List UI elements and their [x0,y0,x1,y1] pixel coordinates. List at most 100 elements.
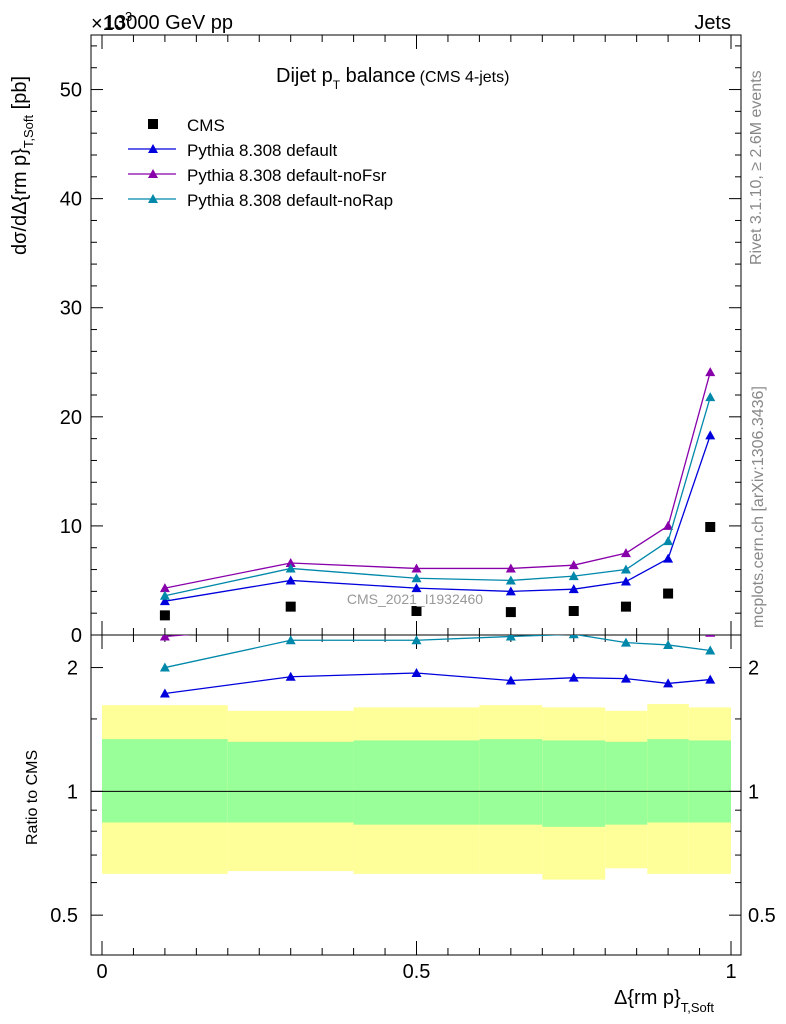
legend: CMS Pythia 8.308 default Pythia 8.308 defa… [128,116,393,210]
ratio-series-line [164,672,711,695]
series-point [505,563,516,573]
ratio-inner-band [227,741,354,823]
x-tick-label: 0.5 [403,961,431,983]
series-point [663,616,673,625]
series-line [164,371,711,589]
y-tick-label: 40 [60,189,82,211]
series-point [505,675,516,685]
ratio-y-axis-title: Ratio to CMS [24,750,41,845]
x-axis-title: Δ{rm p}T,Soft [614,987,714,1015]
series-point [705,430,716,440]
ratio-series [159,596,716,698]
series-point [159,590,170,600]
ratio-y-tick-label-right: 2 [748,658,759,680]
data-point [705,522,716,532]
series-point [663,520,674,530]
series-point [159,662,170,672]
ratio-y-tick-label: 1 [67,781,78,803]
series-point [159,635,170,641]
legend-label: Pythia 8.308 default [187,141,338,160]
x-axis: 0 0.5 1 [96,35,737,983]
ratio-inner-band [479,739,543,825]
series-point [568,584,579,594]
series-point [285,575,296,585]
series-point [705,392,716,402]
ratio-inner-band [647,739,689,823]
series-point [620,673,631,683]
series-point [285,635,296,645]
series-point [620,548,631,558]
energy-label: 13000 GeV pp [104,12,233,34]
series-point [285,671,296,681]
series-point [568,560,579,570]
series-point [505,575,516,585]
series-point [705,645,716,655]
data-point [285,601,296,612]
ratio-y-axis: 0.5 0.5 1 1 2 2 [50,658,776,928]
ratio-y-tick-label: 2 [67,658,78,680]
ratio-y-tick-label-right: 0.5 [748,905,776,927]
main-series [159,367,716,621]
main-y-axis: 0 10 20 30 40 50 [60,45,741,647]
ratio-inner-band [688,740,731,823]
main-y-axis-title: dσ/dΔ{rm p}T,Soft [pb] [9,76,36,255]
series-point [411,573,422,583]
data-point [159,610,170,621]
series-point [568,571,579,581]
main-title: Dijet pT balance (CMS 4-jets) [276,65,509,92]
ratio-inner-band [102,739,228,823]
series-point [620,564,631,574]
ratio-inner-band [605,741,648,825]
series-point [705,367,716,377]
series-point [620,637,631,647]
y-tick-label: 30 [60,298,82,320]
data-point [568,606,579,616]
data-point [620,601,631,612]
series-point [663,536,674,546]
data-point [411,606,422,616]
legend-label: Pythia 8.308 default-noRap [187,191,393,210]
series-point [505,586,516,596]
series-point [506,596,516,605]
x-tick-label: 1 [725,961,736,983]
y-tick-label: 20 [60,407,82,429]
exponent-label: ×103 [91,9,132,35]
series-point [159,583,170,593]
legend-label: CMS [187,116,225,135]
series-line [164,435,711,602]
analysis-watermark: CMS_2021_I1932460 [347,591,483,607]
y-tick-label: 50 [60,80,82,102]
series-point [159,596,170,606]
series-point [285,558,296,567]
y-tick-label: 0 [71,625,82,647]
series-point [148,194,158,203]
series-point [159,688,170,698]
series-point [411,583,422,593]
series-point [663,639,674,649]
series-line [164,396,711,597]
series-point [705,674,716,684]
series-point [663,553,674,563]
x-tick-label: 0 [96,961,107,983]
series-point [569,596,579,605]
y-tick-label: 10 [60,516,82,538]
process-label: Jets [694,12,731,34]
ratio-y-tick-label-right: 1 [748,781,759,803]
mcplots-label: mcplots.cern.ch [arXiv:1306.3436] [750,386,767,628]
series-point [148,144,158,153]
legend-marker-data [148,119,158,129]
ratio-inner-band [353,740,480,825]
ratio-uncertainty-bands [102,704,731,880]
series-point [705,635,716,637]
series-point [148,169,158,178]
ratio-series-line [164,635,711,669]
series-point [285,563,296,573]
data-point [505,607,516,618]
series-point [620,576,631,586]
ratio-inner-band [542,740,606,827]
series-point [568,672,579,682]
series-point [568,635,579,639]
series-point [505,635,516,641]
series-point [411,668,422,678]
